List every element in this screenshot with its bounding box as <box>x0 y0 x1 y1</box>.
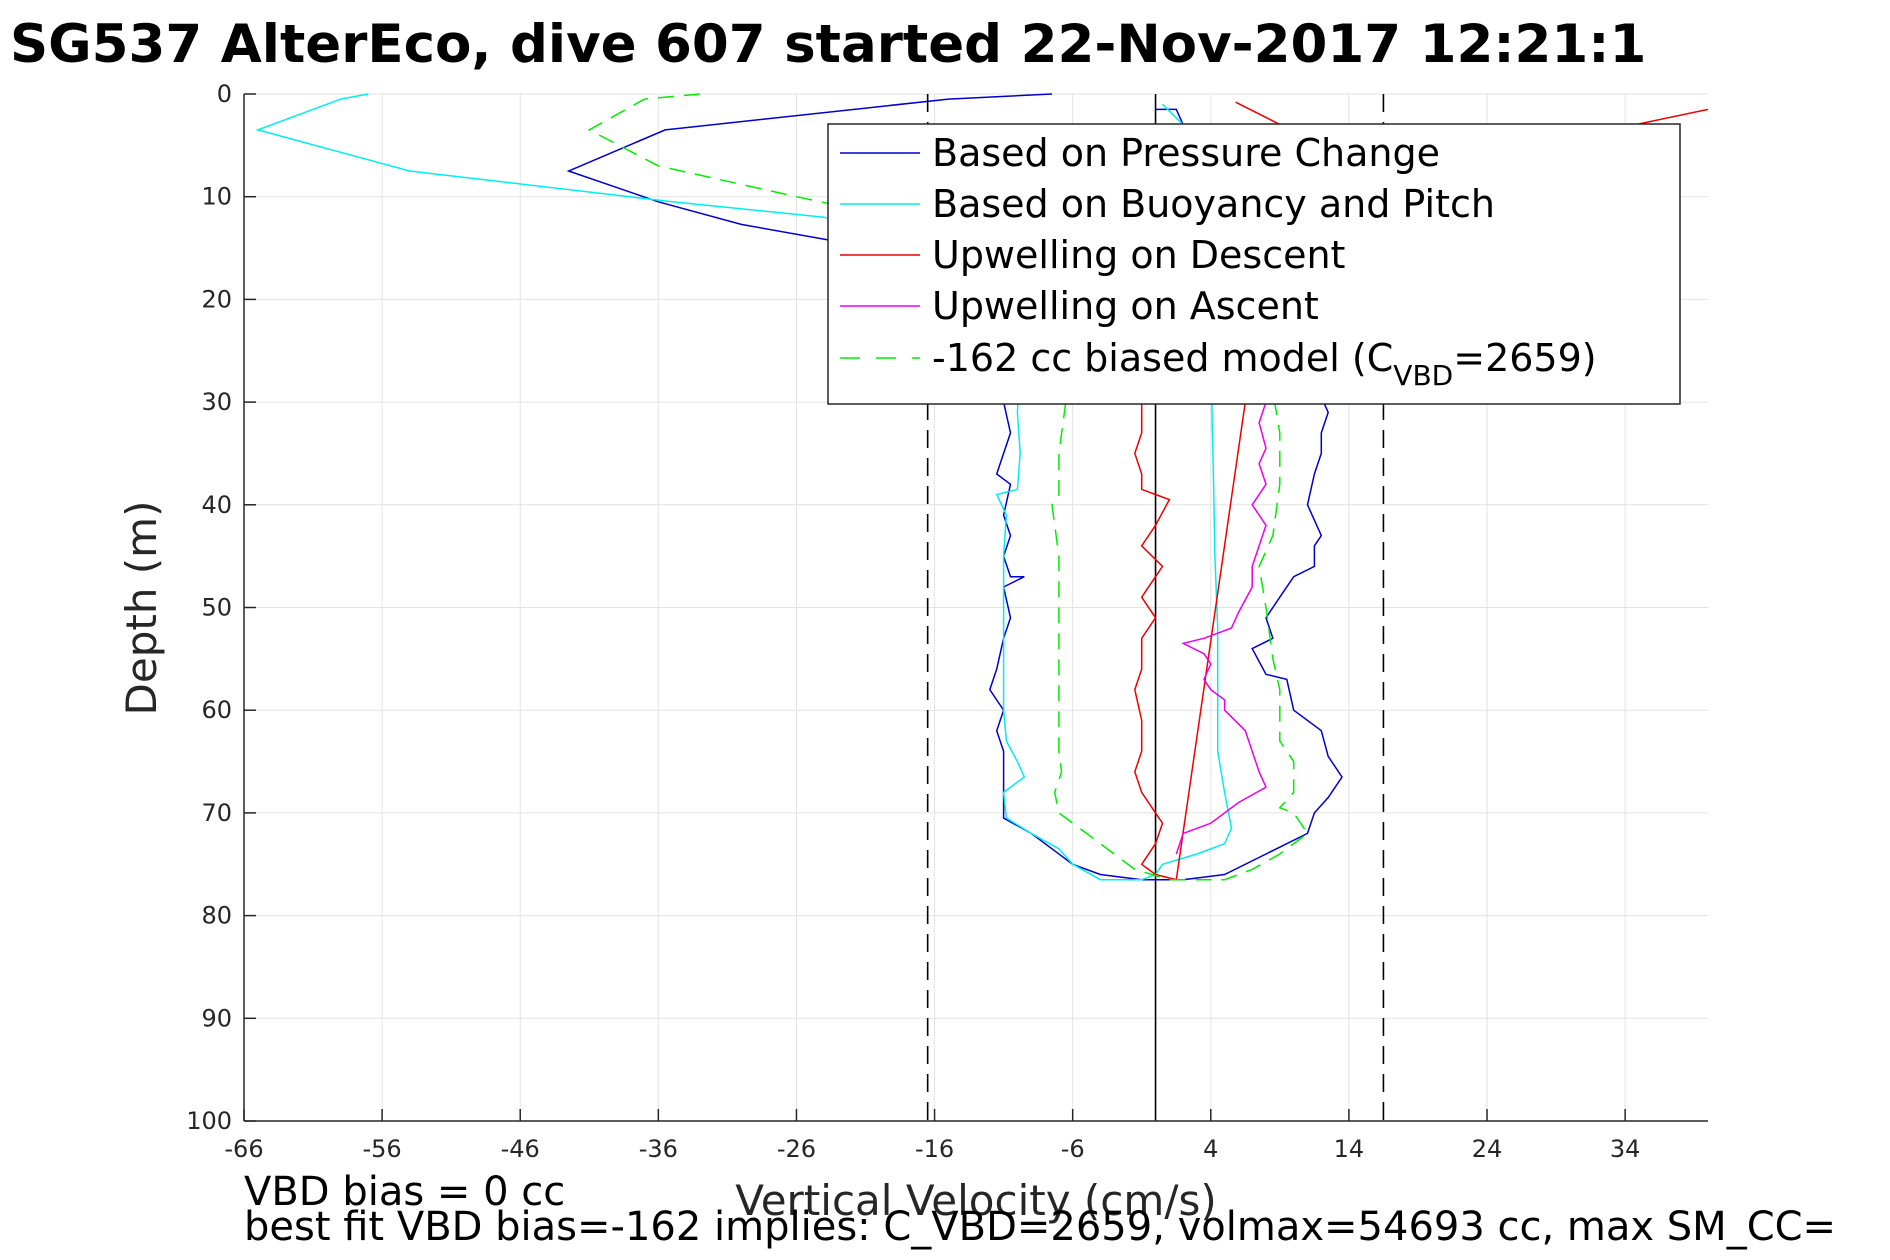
x-tick-label: 34 <box>1610 1135 1641 1163</box>
y-tick-label: 20 <box>201 285 232 313</box>
series-line-4 <box>1175 401 1267 855</box>
y-tick-label: 70 <box>201 799 232 827</box>
x-tick-label: -46 <box>501 1135 540 1163</box>
series-line-1 <box>566 93 1343 881</box>
y-tick-label: 30 <box>201 388 232 416</box>
axes <box>243 93 1708 1122</box>
legend-entry-2: Based on Buoyancy and Pitch <box>932 182 1495 226</box>
y-tick-labels: 0 10 20 30 40 50 60 70 80 90 100 <box>186 80 232 1135</box>
x-tick-label: -6 <box>1061 1135 1085 1163</box>
y-axis-label: Depth (m) <box>117 501 166 716</box>
y-tick-label: 10 <box>201 183 232 211</box>
footer-vbd-bias: VBD bias = 0 cc <box>244 1169 565 1215</box>
x-tick-labels: -66 -56 -46 -36 -26 -16 -6 4 14 24 34 <box>224 1135 1640 1163</box>
series-line-3 <box>1134 319 1247 881</box>
y-tick-label: 60 <box>201 696 232 724</box>
x-axis-label: Vertical Velocity (cm/s) <box>735 1176 1216 1225</box>
chart-title: SG537 AlterEco, dive 607 started 22-Nov-… <box>10 14 1646 75</box>
y-tick-label: 80 <box>201 902 232 930</box>
legend-entry-4: Upwelling on Ascent <box>932 284 1319 328</box>
legend-entry-1: Based on Pressure Change <box>932 131 1440 175</box>
footer-best-fit: best fit VBD bias=-162 implies: C_VBD=26… <box>244 1204 1836 1250</box>
x-tick-label: -66 <box>224 1135 263 1163</box>
legend-suffix: =2659) <box>1453 336 1596 380</box>
x-tick-label: -26 <box>777 1135 816 1163</box>
legend-items: Based on Pressure Change Based on Buoyanc… <box>840 131 1597 392</box>
legend-subscript: VBD <box>1393 359 1453 392</box>
legend-box <box>827 123 1681 405</box>
y-tick-label: 100 <box>186 1107 232 1135</box>
y-tick-label: 0 <box>217 80 232 108</box>
y-tick-label: 50 <box>201 594 232 622</box>
y-tick-label: 90 <box>201 1004 232 1032</box>
legend: Based on Pressure Change Based on Buoyanc… <box>827 123 1681 405</box>
x-tick-label: -36 <box>639 1135 678 1163</box>
legend-entry-3: Upwelling on Descent <box>932 233 1345 277</box>
y-tick-label: 40 <box>201 491 232 519</box>
legend-entry-5: -162 cc biased model (CVBD=2659) <box>932 336 1597 392</box>
x-tick-label: -56 <box>363 1135 402 1163</box>
x-tick-label: 24 <box>1472 1135 1503 1163</box>
x-tick-label: 4 <box>1203 1135 1218 1163</box>
x-tick-label: 14 <box>1334 1135 1365 1163</box>
x-tick-label: -16 <box>915 1135 954 1163</box>
